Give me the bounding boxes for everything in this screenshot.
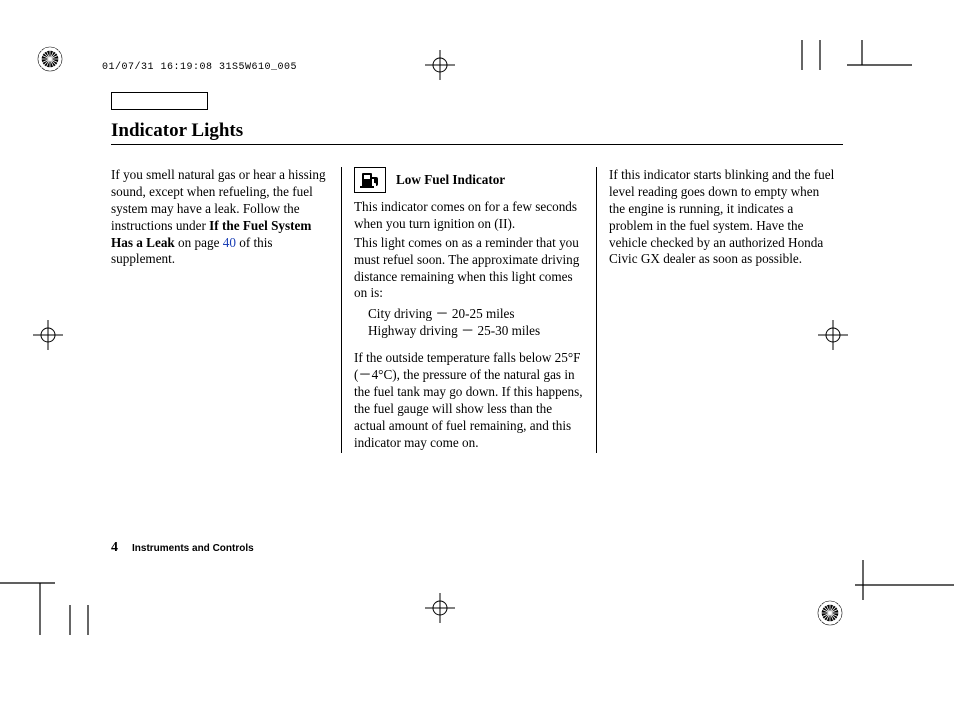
footer: 4 Instruments and Controls — [111, 540, 254, 556]
low-fuel-heading-row: Low Fuel Indicator — [354, 167, 584, 193]
col1-mid: on page — [178, 235, 223, 250]
footer-label: Instruments and Controls — [132, 543, 254, 554]
column-2: Low Fuel Indicator This indicator comes … — [341, 167, 597, 453]
crop-bottom-right — [855, 560, 954, 620]
columns: If you smell natural gas or hear a hissi… — [111, 167, 843, 453]
page-link[interactable]: 40 — [223, 235, 236, 250]
section-title: Indicator Lights — [111, 120, 243, 142]
list-item: Highway driving － 25-30 miles — [368, 323, 584, 340]
low-fuel-subhead: Low Fuel Indicator — [396, 172, 505, 189]
column-1: If you smell natural gas or hear a hissi… — [111, 167, 341, 453]
crop-bottom-left — [0, 575, 100, 635]
page: 01/07/31 16:19:08 31S5W610_005 Indicator… — [0, 0, 954, 710]
page-number: 4 — [111, 540, 118, 556]
col3-p1: If this indicator starts blinking and th… — [609, 167, 837, 268]
title-rule — [111, 144, 843, 145]
reg-starburst-bottom-right — [815, 598, 845, 628]
header-code: 01/07/31 16:19:08 31S5W610_005 — [102, 62, 297, 73]
column-3: If this indicator starts blinking and th… — [597, 167, 837, 453]
col2-p1: This indicator comes on for a few second… — [354, 199, 584, 233]
crosshair-top — [425, 50, 455, 80]
list-item: City driving － 20-25 miles — [368, 306, 584, 323]
reg-starburst-top-left — [35, 44, 65, 74]
driving-distance-list: City driving － 20-25 miles Highway drivi… — [354, 306, 584, 340]
fuel-pump-icon — [354, 167, 386, 193]
crosshair-bottom — [425, 593, 455, 623]
col2-p2: This light comes on as a reminder that y… — [354, 235, 584, 303]
crop-top-right — [792, 40, 912, 80]
col2-p3: If the outside temperature falls below 2… — [354, 350, 584, 451]
col1-para: If you smell natural gas or hear a hissi… — [111, 167, 329, 268]
empty-box — [111, 92, 208, 110]
crosshair-left — [33, 320, 63, 350]
